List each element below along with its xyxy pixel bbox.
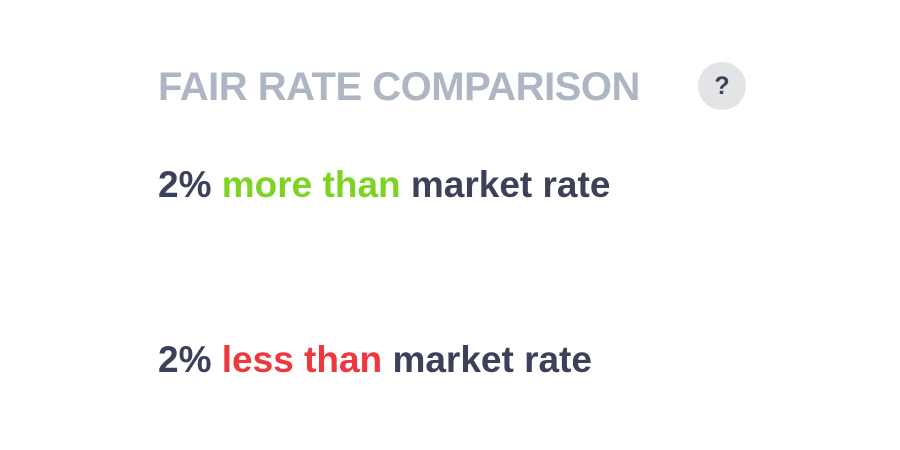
rate-percent: 2% [158,339,212,380]
rate-qualifier-less: less than [221,339,383,380]
question-mark-icon: ? [714,71,730,100]
help-button[interactable]: ? [698,62,746,110]
rate-qualifier-more: more than [221,164,401,205]
panel-header: FAIR RATE COMPARISON [158,62,640,112]
rate-comparison-lower: 2% less than market rate [158,338,592,382]
rate-percent: 2% [158,164,212,205]
rate-suffix: market rate [392,339,592,380]
rate-suffix: market rate [410,164,611,205]
rate-comparison-higher: 2% more than market rate [158,163,610,207]
panel-title: FAIR RATE COMPARISON [158,65,640,109]
fair-rate-comparison-panel: FAIR RATE COMPARISON ? 2% more than mark… [158,0,858,450]
